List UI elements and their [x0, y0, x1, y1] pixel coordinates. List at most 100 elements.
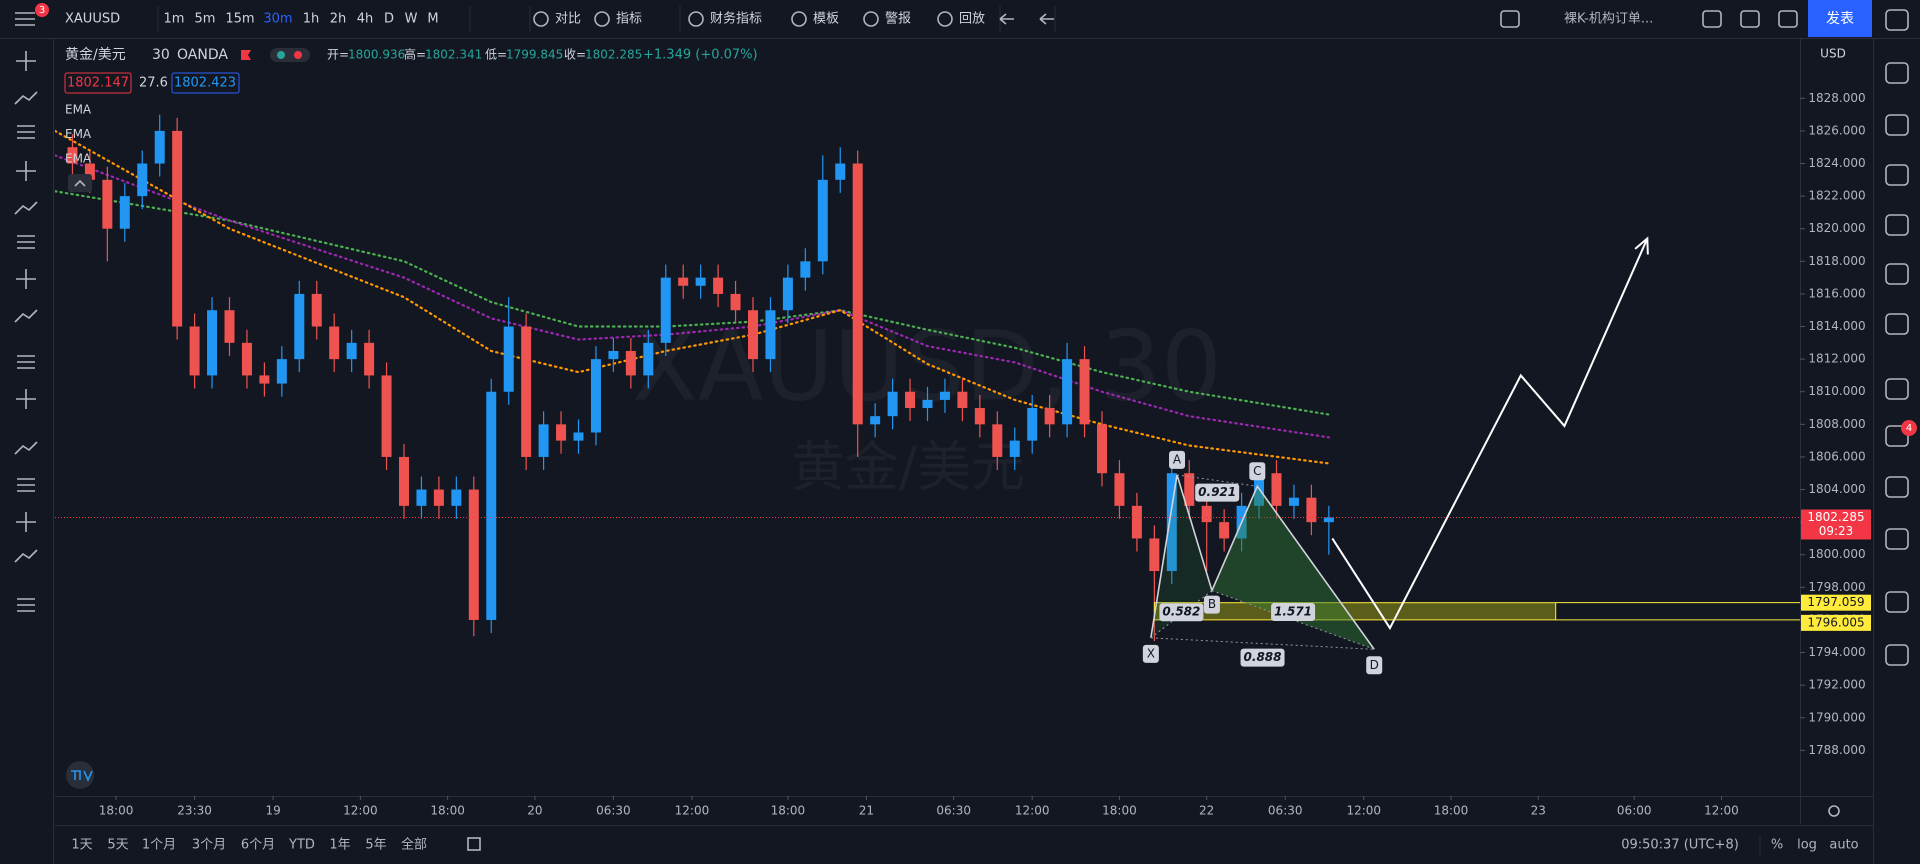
scale-option[interactable]: auto [1829, 838, 1858, 853]
sidebar-icon[interactable] [1885, 313, 1909, 335]
interval-button[interactable]: 5m [195, 12, 216, 27]
toolbar-icon[interactable] [1500, 10, 1520, 28]
range-button[interactable]: 5天 [107, 838, 128, 853]
interval-button[interactable]: 30m [263, 12, 292, 27]
ohlc-label: 开= [327, 48, 349, 62]
toolbar-button[interactable]: 对比 [555, 12, 581, 27]
scale-option[interactable]: log [1797, 838, 1817, 853]
toolbar-button[interactable]: 回放 [959, 12, 985, 27]
sidebar-icon[interactable] [1885, 528, 1909, 550]
redo-icon[interactable] [1039, 13, 1054, 25]
tool-icon[interactable] [16, 51, 36, 71]
candle-body [1044, 408, 1055, 425]
tool-icon[interactable] [16, 389, 36, 409]
sidebar-icon[interactable] [1885, 378, 1909, 400]
y-tick-label: 1816.000 [1808, 286, 1865, 300]
tool-icon[interactable] [16, 269, 36, 289]
ratio-line [1150, 637, 1375, 650]
toolbar-button[interactable]: 警报 [885, 11, 911, 27]
tool-icon[interactable] [14, 201, 38, 215]
tool-icon[interactable] [17, 235, 35, 249]
x-tick-label: 18:00 [771, 804, 806, 818]
undo-icon[interactable] [999, 13, 1014, 25]
toolbar-icon[interactable] [791, 11, 807, 27]
tool-icon[interactable] [16, 161, 36, 181]
publish-button[interactable] [1808, 0, 1872, 37]
range-button[interactable]: 1天 [71, 838, 92, 853]
interval-button[interactable]: M [427, 12, 438, 27]
candle-body [189, 326, 200, 376]
menu-icon[interactable] [15, 12, 35, 26]
point-label: C [1253, 464, 1261, 478]
toolbar-icon[interactable] [1778, 10, 1798, 28]
interval-button[interactable]: 1m [164, 12, 185, 27]
tool-icon[interactable] [17, 355, 35, 369]
collapse-icon[interactable] [74, 179, 86, 187]
publish-label[interactable]: 发表 [1826, 11, 1854, 27]
tool-icon[interactable] [16, 512, 36, 532]
template[interactable]: 裸K-机构订单... [1564, 12, 1653, 27]
range-button[interactable]: 1年 [329, 838, 350, 853]
tool-icon[interactable] [14, 91, 38, 105]
toolbar-icon[interactable] [533, 11, 549, 27]
sidebar-icon[interactable] [1885, 263, 1909, 285]
toolbar-icon[interactable] [1740, 10, 1760, 28]
sidebar-icon[interactable] [1885, 591, 1909, 613]
point-label: A [1173, 452, 1182, 466]
range-button[interactable]: 6个月 [241, 838, 275, 853]
toolbar-icon[interactable] [594, 11, 610, 27]
interval-button[interactable]: 2h [330, 12, 347, 27]
last-price-tag [1801, 509, 1871, 540]
point-label: X [1147, 646, 1155, 660]
tool-icon[interactable] [14, 549, 38, 563]
candle-body [1062, 359, 1073, 425]
tool-icon[interactable] [14, 441, 38, 455]
sidebar-icon[interactable] [1885, 9, 1909, 31]
sidebar-icon[interactable] [1885, 476, 1909, 498]
toolbar-icon[interactable] [863, 11, 879, 27]
indicator-label: EMA [65, 152, 92, 166]
y-tick-label: 1794.000 [1808, 645, 1865, 659]
sidebar-icon[interactable] [1885, 62, 1909, 84]
tool-icon[interactable] [17, 125, 35, 139]
collapse-button[interactable] [68, 174, 92, 192]
range-button[interactable]: 5年 [365, 838, 386, 853]
candle-body [660, 277, 671, 343]
toolbar-icon[interactable] [937, 11, 953, 27]
candle-body [241, 342, 252, 376]
candle-body [905, 391, 916, 409]
symbol[interactable]: XAUUSD [65, 12, 120, 27]
sidebar-icon[interactable] [1885, 214, 1909, 236]
currency[interactable]: USD [1820, 47, 1846, 61]
toolbar-button[interactable]: 指标 [616, 12, 642, 27]
candle-body [1131, 505, 1142, 539]
tool-icon[interactable] [14, 309, 38, 323]
sidebar-icon[interactable] [1885, 425, 1909, 447]
scale-option[interactable]: % [1771, 838, 1783, 853]
range-button[interactable]: 1个月 [142, 838, 176, 853]
tool-icon[interactable] [17, 478, 35, 492]
toolbar-button[interactable]: 模板 [813, 12, 839, 27]
sidebar-icon[interactable] [1885, 114, 1909, 136]
toolbar-icon[interactable] [1702, 10, 1722, 28]
tool-icon[interactable] [17, 598, 35, 612]
toolbar-icon[interactable] [688, 11, 704, 27]
interval-button[interactable]: 15m [225, 12, 254, 27]
range-button[interactable]: YTD [288, 838, 315, 853]
interval-button[interactable]: D [384, 12, 394, 27]
y-tick-label: 1798.000 [1808, 580, 1865, 594]
interval-button[interactable]: 4h [357, 12, 374, 27]
sidebar-icon[interactable] [1885, 644, 1909, 666]
x-tick-label: 06:30 [936, 804, 971, 818]
interval-button[interactable]: W [405, 12, 418, 27]
date-range-icon[interactable] [467, 837, 481, 851]
range-button[interactable]: 3个月 [192, 838, 226, 853]
range-button[interactable]: 全部 [401, 837, 427, 853]
toolbar-button[interactable]: 财务指标 [710, 11, 762, 27]
sidebar-icon[interactable] [1885, 164, 1909, 186]
candle-body [416, 489, 427, 506]
settings-icon[interactable] [1828, 805, 1840, 817]
x-tick-label: 23:30 [177, 804, 212, 818]
clock: 09:50:37 (UTC+8) [1621, 838, 1739, 853]
interval-button[interactable]: 1h [303, 12, 320, 27]
